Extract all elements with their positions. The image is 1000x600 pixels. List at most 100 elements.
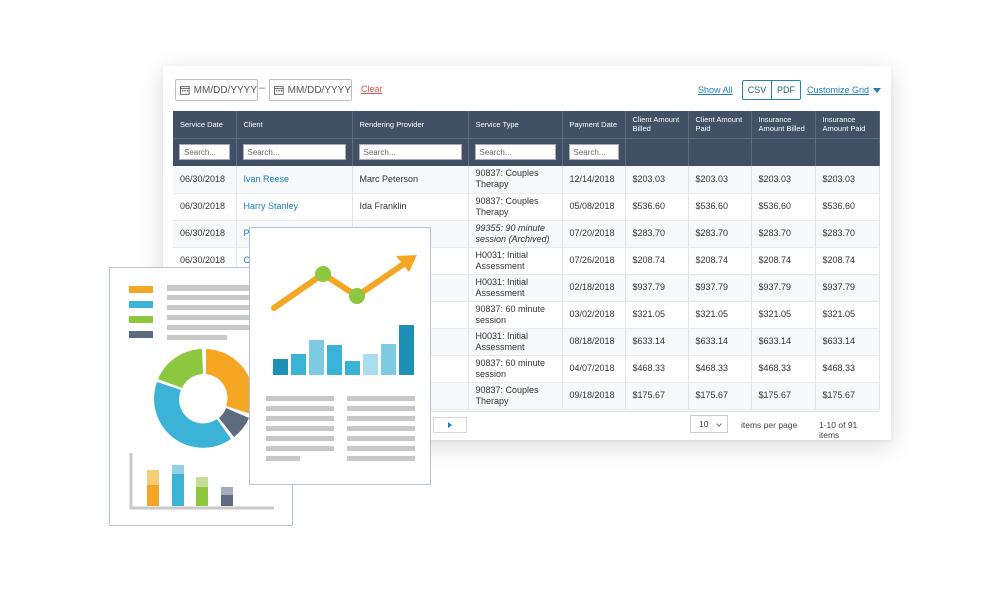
donut-segment-orange [206, 349, 254, 414]
legend-swatch-slate [129, 331, 153, 338]
next-page-button[interactable] [433, 417, 467, 433]
bar-segment [172, 465, 184, 474]
customize-grid-link[interactable]: Customize Grid [807, 85, 882, 95]
filter-cell [625, 137, 689, 166]
date-from-placeholder: MM/DD/YYYY [193, 84, 257, 96]
payment-date-cell: 03/02/2018 [562, 301, 626, 329]
column-search-input[interactable]: Search... [179, 144, 230, 161]
column-header[interactable]: Payment Date [562, 111, 626, 138]
calendar-icon [274, 86, 284, 95]
filter-cell: Search... [236, 137, 353, 166]
client-paid-cell: $633.14 [688, 328, 752, 356]
legend-swatch-orange [129, 286, 153, 293]
insurance-paid-cell: $208.74 [815, 247, 880, 275]
service-type-cell: 90837: 60 minute session [468, 301, 563, 329]
client-paid-cell: $203.03 [688, 166, 752, 194]
filter-cell [688, 137, 752, 166]
column-header[interactable]: Client Amount Paid [688, 111, 752, 138]
date-from-input[interactable]: MM/DD/YYYY [175, 79, 258, 101]
text-line [347, 456, 415, 461]
text-columns [266, 396, 415, 461]
payment-date-cell: 12/14/2018 [562, 166, 626, 194]
client-paid-cell: $175.67 [688, 382, 752, 410]
export-csv-button[interactable]: CSV [742, 80, 772, 100]
report-illustration-front [249, 227, 431, 485]
insurance-billed-cell: $633.14 [751, 328, 816, 356]
text-line [347, 406, 415, 411]
column-header[interactable]: Service Date [173, 111, 237, 138]
client-cell: Harry Stanley [236, 193, 353, 221]
column-header[interactable]: Client Amount Billed [625, 111, 689, 138]
column-header[interactable]: Insurance Amount Billed [751, 111, 816, 138]
insurance-paid-cell: $203.03 [815, 166, 880, 194]
column-search-input[interactable]: Search... [242, 144, 346, 161]
date-to-placeholder: MM/DD/YYYY [287, 84, 351, 96]
column-search-input[interactable]: Search... [568, 144, 619, 161]
bar [381, 344, 396, 375]
client-billed-cell: $633.14 [625, 328, 689, 356]
service-date-cell: 06/30/2018 [173, 220, 237, 248]
text-line [347, 436, 415, 441]
text-line [266, 456, 300, 461]
insurance-billed-cell: $203.03 [751, 166, 816, 194]
bar [291, 354, 306, 375]
trend-point [349, 288, 365, 304]
text-line [266, 436, 334, 441]
page-size-value: 10 [699, 419, 709, 429]
column-header[interactable]: Client [236, 111, 353, 138]
service-type-cell: H0031: Initial Assessment [468, 328, 563, 356]
text-line [167, 325, 257, 330]
service-date-cell: 06/30/2018 [173, 193, 237, 221]
insurance-paid-cell: $633.14 [815, 328, 880, 356]
insurance-billed-cell: $175.67 [751, 382, 816, 410]
provider-cell: Ida Franklin [352, 193, 469, 221]
table-row[interactable]: 06/30/2018 Harry Stanley Ida Franklin 90837… [173, 193, 880, 221]
trend-line [271, 258, 411, 311]
payment-date-cell: 04/07/2018 [562, 355, 626, 383]
column-header[interactable]: Insurance Amount Paid [815, 111, 880, 138]
client-link[interactable]: Harry Stanley [243, 201, 299, 211]
export-pdf-button[interactable]: PDF [771, 80, 801, 100]
client-link[interactable]: Ivan Reese [243, 173, 290, 184]
bar [273, 359, 288, 375]
column-header[interactable]: Rendering Provider [352, 111, 469, 138]
service-type-cell: 99355: 90 minute session (Archived) [468, 220, 563, 248]
pager: 10 items per page 1-10 of 91 items [173, 411, 879, 440]
insurance-paid-cell: $175.67 [815, 382, 880, 410]
column-search-input[interactable]: Search... [358, 144, 462, 161]
page-size-select[interactable]: 10 [690, 415, 728, 433]
payment-date-cell: 07/20/2018 [562, 220, 626, 248]
items-per-page-label: items per page [741, 420, 798, 430]
table-row[interactable]: 06/30/2018 Ivan Reese Marc Peterson 90837: … [173, 166, 880, 194]
client-billed-cell: $321.05 [625, 301, 689, 329]
service-date-cell: 06/30/2018 [173, 166, 237, 194]
insurance-billed-cell: $536.60 [751, 193, 816, 221]
filter-cell: Search... [173, 137, 237, 166]
column-header[interactable]: Service Type [468, 111, 563, 138]
bar-segment [196, 487, 208, 506]
text-line [266, 426, 334, 431]
text-line [167, 315, 257, 320]
clear-dates-link[interactable]: Clear [361, 84, 383, 94]
client-billed-cell: $536.60 [625, 193, 689, 221]
report-graphic-back [129, 285, 274, 510]
client-link[interactable]: C [243, 255, 251, 265]
text-line [167, 305, 257, 310]
bar-segment [147, 470, 159, 485]
insurance-billed-cell: $208.74 [751, 247, 816, 275]
payment-date-cell: 02/18/2018 [562, 274, 626, 302]
date-to-input[interactable]: MM/DD/YYYY [269, 79, 352, 101]
client-billed-cell: $203.03 [625, 166, 689, 194]
column-search-input[interactable]: Search... [474, 144, 556, 161]
show-all-link[interactable]: Show All [698, 85, 733, 95]
insurance-paid-cell: $468.33 [815, 355, 880, 383]
bar-segment [172, 474, 184, 506]
payment-date-cell: 08/18/2018 [562, 328, 626, 356]
filter-cell: Search... [562, 137, 626, 166]
client-paid-cell: $283.70 [688, 220, 752, 248]
insurance-paid-cell: $283.70 [815, 220, 880, 248]
insurance-paid-cell: $536.60 [815, 193, 880, 221]
client-billed-cell: $208.74 [625, 247, 689, 275]
client-link[interactable]: P [243, 228, 250, 238]
